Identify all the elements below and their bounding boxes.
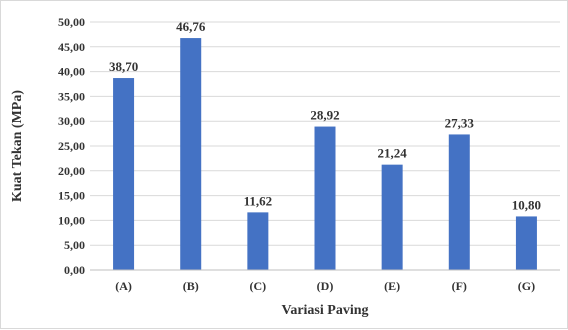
data-label: 21,24: [378, 146, 408, 161]
x-tick-label: (A): [115, 279, 132, 293]
data-label: 28,92: [310, 108, 339, 123]
y-tick-label: 35,00: [58, 89, 85, 103]
x-tick-label: (C): [250, 279, 267, 293]
data-label: 38,70: [109, 59, 138, 74]
x-tick-label: (B): [183, 279, 199, 293]
y-tick-label: 20,00: [58, 164, 85, 178]
y-tick-label: 40,00: [58, 65, 85, 79]
data-label: 11,62: [244, 193, 273, 208]
y-tick-label: 30,00: [58, 114, 85, 128]
x-tick-label: (D): [317, 279, 334, 293]
bar: [180, 38, 202, 270]
x-axis-ticks: (A) (B) (C) (D) (E) (F) (G): [115, 279, 535, 293]
data-label: 27,33: [445, 115, 475, 130]
bar: [314, 126, 336, 271]
bar: [113, 78, 135, 270]
data-label: 10,80: [512, 197, 541, 212]
y-tick-label: 10,00: [58, 213, 85, 227]
y-tick-label: 0,00: [64, 263, 85, 277]
y-axis-title: Kuat Tekan (MPa): [10, 90, 25, 202]
y-axis-ticks: 0,00 5,00 10,00 15,00 20,00 25,00 30,00 35,00 40…: [58, 15, 85, 277]
y-tick-label: 5,00: [64, 238, 85, 252]
bar: [515, 216, 537, 270]
data-labels: 38,70 46,76 11,62 28,92 21,24 27,33 10,80: [109, 19, 541, 212]
data-label: 46,76: [176, 19, 206, 34]
x-tick-label: (F): [452, 279, 467, 293]
bar: [381, 164, 403, 270]
y-tick-label: 50,00: [58, 15, 85, 29]
bar: [448, 134, 470, 270]
y-tick-label: 25,00: [58, 139, 85, 153]
y-tick-label: 15,00: [58, 189, 85, 203]
bars: [113, 38, 537, 271]
x-tick-label: (G): [518, 279, 535, 293]
bar: [247, 212, 269, 270]
x-axis-title: Variasi Paving: [282, 303, 369, 318]
y-tick-label: 45,00: [58, 40, 85, 54]
x-tick-label: (E): [384, 279, 400, 293]
